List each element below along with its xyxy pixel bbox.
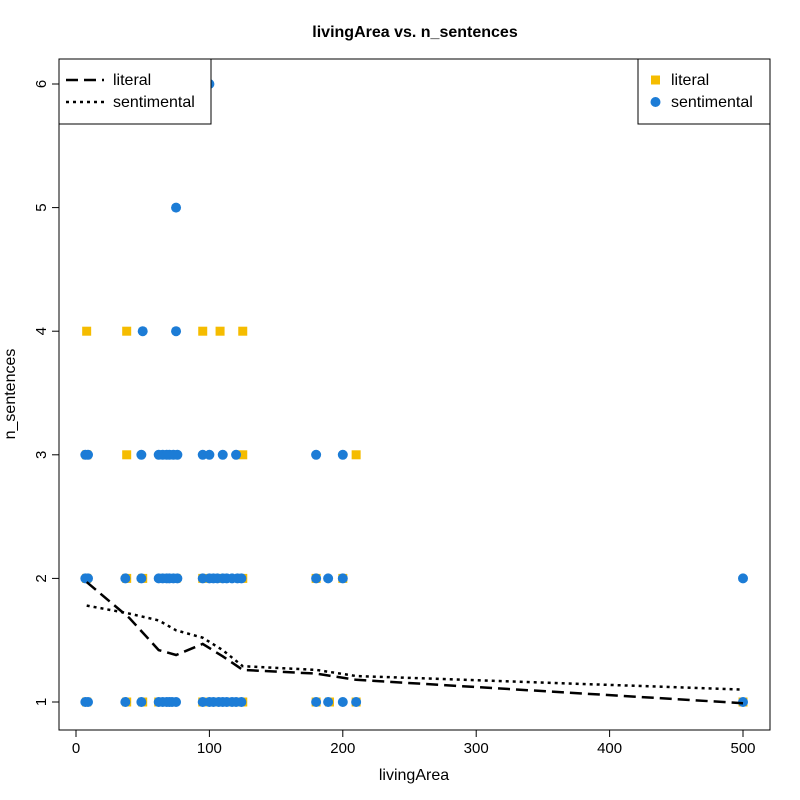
- y-tick-label: 5: [33, 203, 50, 211]
- point-literal: [198, 326, 208, 336]
- point-sentimental: [217, 449, 228, 460]
- y-tick-label: 4: [33, 327, 50, 335]
- trend-lines: [85, 581, 744, 705]
- y-tick-label: 3: [33, 451, 50, 459]
- x-tick-label: 0: [72, 740, 80, 757]
- point-sentimental: [136, 573, 147, 584]
- x-tick-label: 300: [464, 740, 489, 757]
- y-tick-label: 2: [33, 574, 50, 582]
- point-sentimental: [323, 573, 334, 584]
- y-tick-label: 6: [33, 80, 50, 88]
- point-sentimental: [171, 326, 182, 337]
- point-sentimental: [337, 697, 348, 707]
- legend-marker-square: [651, 75, 660, 85]
- point-sentimental: [137, 326, 148, 337]
- point-sentimental: [204, 449, 215, 460]
- point-literal: [82, 326, 92, 336]
- point-sentimental: [171, 697, 182, 707]
- x-tick-label: 100: [197, 740, 222, 757]
- legend-point-label: literal: [671, 72, 709, 89]
- x-tick-label: 500: [730, 740, 755, 757]
- point-sentimental: [311, 449, 322, 460]
- legend-points-box: [637, 58, 771, 125]
- legend-marker-circle: [650, 97, 661, 107]
- point-literal: [238, 450, 248, 460]
- point-sentimental: [83, 573, 94, 584]
- y-axis: 1 2 3 4 5 6: [33, 80, 60, 706]
- point-sentimental: [337, 449, 348, 460]
- point-sentimental: [136, 697, 147, 707]
- point-sentimental: [231, 449, 242, 460]
- legend-point-label: sentimental: [671, 94, 753, 111]
- x-axis: 0 100 200 300 400 500: [72, 729, 756, 757]
- x-tick-label: 200: [330, 740, 355, 757]
- point-sentimental: [236, 697, 247, 707]
- point-sentimental: [351, 697, 362, 707]
- legend-lines-box: [58, 58, 212, 125]
- point-sentimental: [171, 202, 182, 213]
- point-sentimental: [172, 573, 183, 584]
- y-tick-label: 1: [33, 698, 50, 706]
- legend-lines: literal sentimental: [58, 58, 212, 125]
- legend-line-label: literal: [113, 72, 151, 89]
- y-axis-label: n_sentences: [2, 349, 19, 440]
- legend-line-label: sentimental: [113, 94, 195, 111]
- point-sentimental: [83, 449, 94, 460]
- point-sentimental: [236, 573, 247, 584]
- point-sentimental: [337, 573, 348, 584]
- point-literal: [122, 450, 132, 460]
- x-tick-label: 400: [597, 740, 622, 757]
- point-literal: [238, 326, 248, 336]
- plot-area-frame: [58, 58, 771, 731]
- point-literal: [215, 326, 225, 336]
- point-sentimental: [83, 697, 94, 707]
- point-sentimental: [323, 697, 334, 707]
- legend-points: literal sentimental: [637, 58, 771, 125]
- point-sentimental: [738, 573, 748, 584]
- point-literal: [351, 450, 361, 460]
- x-axis-label: livingArea: [379, 767, 449, 784]
- point-sentimental: [120, 697, 131, 707]
- trend-line-literal: [85, 581, 744, 705]
- point-literal: [122, 326, 132, 336]
- data-points: [80, 79, 748, 707]
- point-sentimental: [136, 449, 147, 460]
- point-sentimental: [311, 697, 322, 707]
- point-sentimental: [311, 573, 322, 584]
- point-sentimental: [172, 449, 183, 460]
- chart-title: livingArea vs. n_sentences: [312, 24, 518, 41]
- point-sentimental: [120, 573, 131, 584]
- trend-line-sentimental: [86, 604, 744, 691]
